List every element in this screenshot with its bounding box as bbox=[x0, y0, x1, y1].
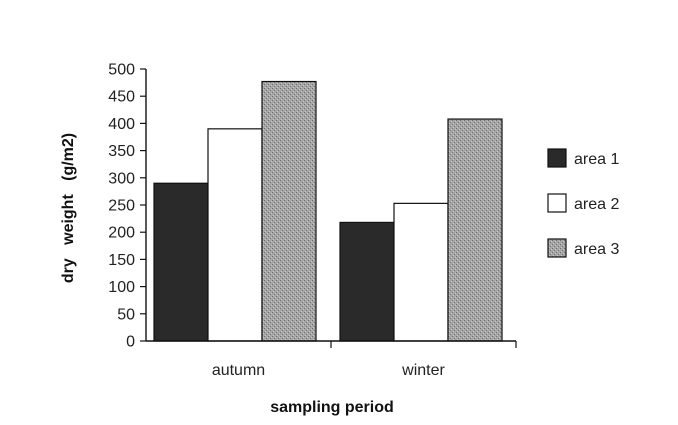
y-tick-label: 200 bbox=[108, 225, 135, 242]
y-tick-label: 400 bbox=[108, 116, 135, 133]
legend-swatch bbox=[547, 148, 567, 168]
bar-area-2-winter bbox=[393, 202, 449, 342]
bar-area-1-autumn bbox=[153, 182, 209, 342]
y-tick-label: 300 bbox=[108, 170, 135, 187]
bar-area-3-winter bbox=[447, 118, 503, 342]
legend: area 1 area 2 area 3 bbox=[547, 148, 619, 258]
x-category-label: autumn bbox=[212, 362, 265, 379]
bar-area-3-autumn bbox=[261, 80, 317, 342]
y-axis-title: dry weight (g/m2) bbox=[60, 133, 77, 283]
y-tick-label: 250 bbox=[108, 198, 135, 215]
y-tick-label: 500 bbox=[108, 62, 135, 79]
x-axis-ticks: autumn winter bbox=[212, 341, 517, 379]
y-axis-ticks: 0 50 100 150 200 250 300 350 400 450 500 bbox=[108, 62, 146, 351]
bar-area-1-winter bbox=[339, 221, 395, 342]
legend-swatch bbox=[547, 238, 567, 258]
y-tick-label: 0 bbox=[126, 334, 135, 351]
x-axis-title: sampling period bbox=[270, 399, 394, 416]
legend-label: area 1 bbox=[574, 151, 619, 168]
legend-swatch bbox=[547, 193, 567, 213]
bar-area-2-autumn bbox=[207, 128, 263, 342]
y-tick-label: 450 bbox=[108, 89, 135, 106]
y-tick-label: 50 bbox=[117, 306, 135, 323]
y-tick-label: 100 bbox=[108, 279, 135, 296]
y-tick-label: 350 bbox=[108, 143, 135, 160]
y-tick-label: 150 bbox=[108, 252, 135, 269]
x-category-label: winter bbox=[401, 362, 445, 379]
legend-label: area 3 bbox=[574, 241, 619, 258]
legend-label: area 2 bbox=[574, 196, 619, 213]
bars bbox=[153, 80, 503, 342]
